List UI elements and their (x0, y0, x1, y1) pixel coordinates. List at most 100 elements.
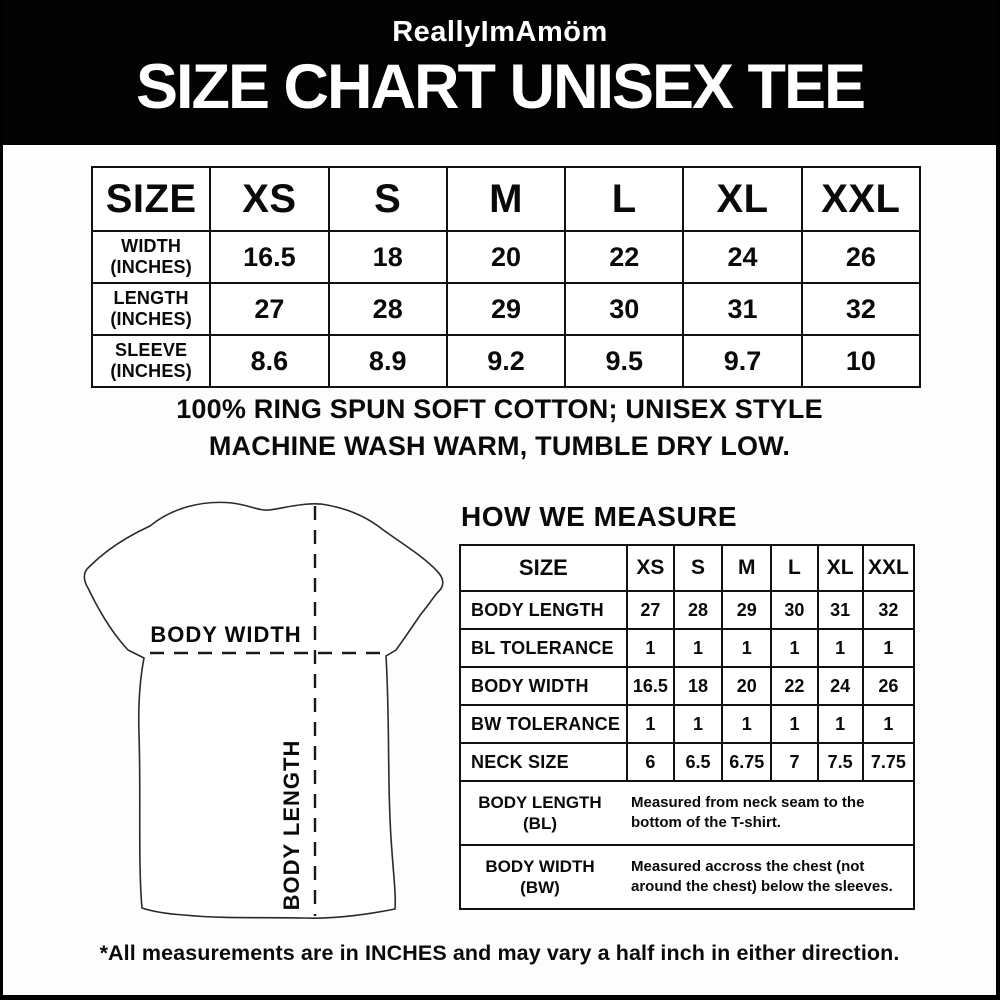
size-table-col-xs: XS (209, 166, 330, 232)
cell: 32 (800, 282, 922, 336)
cell: 1 (721, 628, 773, 668)
cell: 1 (672, 628, 724, 668)
row-label-body-width: BODY WIDTH (459, 666, 628, 706)
cell: 1 (721, 704, 773, 744)
cell: 31 (682, 282, 803, 336)
cell: 32 (861, 590, 916, 630)
cell: 6.75 (721, 742, 773, 782)
measure-col-xl: XL (816, 544, 864, 592)
definition-text-bl: Measured from neck seam to the bottom of… (631, 794, 865, 831)
cell: 1 (816, 704, 864, 744)
cell: 8.9 (327, 334, 448, 388)
row-label-body-length: BODY LENGTH (459, 590, 628, 630)
page-title: SIZE CHART UNISEX TEE (135, 52, 866, 122)
table-row: BL TOLERANCE 1 1 1 1 1 1 (459, 628, 916, 668)
measure-col-xxl: XXL (861, 544, 916, 592)
table-row: BODY LENGTH 27 28 29 30 31 32 (459, 590, 916, 630)
measure-col-xs: XS (625, 544, 675, 592)
definition-term-bl: BODY LENGTH (BL) (478, 793, 602, 833)
cell: 30 (564, 282, 685, 336)
care-note-line1: 100% RING SPUN SOFT COTTON; UNISEX STYLE (176, 394, 823, 424)
cell: 9.2 (445, 334, 567, 388)
cell: 24 (816, 666, 864, 706)
size-table: SIZE XS S M L XL XXL WIDTH (INCHES) 16.5… (90, 166, 922, 388)
cell: 1 (861, 704, 916, 744)
body-length-label: BODY LENGTH (279, 740, 304, 911)
cell: 20 (445, 230, 567, 284)
cell: 22 (770, 666, 819, 706)
cell: 20 (721, 666, 773, 706)
table-row: BODY WIDTH 16.5 18 20 22 24 26 (459, 666, 916, 706)
size-table-col-xl: XL (682, 166, 803, 232)
cell: 7.75 (861, 742, 916, 782)
cell: 16.5 (625, 666, 675, 706)
cell: 1 (625, 628, 675, 668)
row-label-bw-tolerance: BW TOLERANCE (459, 704, 628, 744)
cell: 16.5 (209, 230, 330, 284)
cell: 7.5 (816, 742, 864, 782)
cell: 1 (816, 628, 864, 668)
brand-logo: ReallyImAmöm (392, 16, 608, 48)
body-width-label: BODY WIDTH (150, 622, 301, 647)
size-table-col-s: S (327, 166, 448, 232)
row-label-width: WIDTH (INCHES) (90, 230, 212, 284)
measure-header-row: SIZE XS S M L XL XXL (459, 544, 916, 592)
measure-col-size: SIZE (459, 544, 628, 592)
cell: 1 (625, 704, 675, 744)
row-label-neck-size: NECK SIZE (459, 742, 628, 782)
cell: 22 (564, 230, 685, 284)
cell: 27 (209, 282, 330, 336)
cell: 8.6 (209, 334, 330, 388)
cell: 27 (625, 590, 675, 630)
cell: 6 (625, 742, 675, 782)
cell: 28 (327, 282, 448, 336)
care-note: 100% RING SPUN SOFT COTTON; UNISEX STYLE… (3, 391, 996, 465)
table-row: SLEEVE (INCHES) 8.6 8.9 9.2 9.5 9.7 10 (90, 334, 922, 388)
cell: 24 (682, 230, 803, 284)
measure-col-m: M (721, 544, 773, 592)
cell: 1 (770, 628, 819, 668)
cell: 1 (861, 628, 916, 668)
cell: 30 (770, 590, 819, 630)
size-table-col-l: L (564, 166, 685, 232)
definition-text-bw: Measured accross the chest (not around t… (631, 858, 893, 895)
how-we-measure-section: HOW WE MEASURE SIZE XS S M L XL XXL (459, 501, 919, 910)
row-label-length: LENGTH (INCHES) (90, 282, 212, 336)
definition-row: BODY LENGTH (BL) Measured from neck seam… (459, 780, 915, 846)
measure-heading: HOW WE MEASURE (461, 501, 738, 532)
cell: 28 (672, 590, 724, 630)
table-row: WIDTH (INCHES) 16.5 18 20 22 24 26 (90, 230, 922, 284)
table-row: LENGTH (INCHES) 27 28 29 30 31 32 (90, 282, 922, 336)
cell: 26 (800, 230, 922, 284)
table-row: NECK SIZE 6 6.5 6.75 7 7.5 7.75 (459, 742, 916, 782)
size-table-col-size: SIZE (90, 166, 212, 232)
size-table-col-m: M (445, 166, 567, 232)
cell: 29 (445, 282, 567, 336)
cell: 9.7 (682, 334, 803, 388)
cell: 10 (800, 334, 922, 388)
tshirt-diagram: BODY WIDTH BODY LENGTH (83, 501, 444, 919)
header-band: ReallyImAmöm SIZE CHART UNISEX TEE (3, 0, 996, 145)
tshirt-outline (83, 501, 444, 919)
size-table-header-row: SIZE XS S M L XL XXL (90, 166, 922, 232)
care-note-line2: MACHINE WASH WARM, TUMBLE DRY LOW. (208, 431, 791, 461)
measure-col-l: L (770, 544, 819, 592)
cell: 1 (672, 704, 724, 744)
definition-term-bw: BODY WIDTH (BW) (485, 857, 595, 897)
cell: 6.5 (672, 742, 724, 782)
measure-table: SIZE XS S M L XL XXL BODY LENGTH 27 28 2… (459, 544, 916, 910)
row-label-sleeve: SLEEVE (INCHES) (90, 334, 212, 388)
measure-col-s: S (672, 544, 724, 592)
cell: 7 (770, 742, 819, 782)
cell: 31 (816, 590, 864, 630)
size-table-col-xxl: XXL (800, 166, 922, 232)
row-label-bl-tolerance: BL TOLERANCE (459, 628, 628, 668)
cell: 9.5 (564, 334, 685, 388)
cell: 18 (327, 230, 448, 284)
definition-row: BODY WIDTH (BW) Measured accross the che… (459, 844, 915, 910)
cell: 18 (672, 666, 724, 706)
table-row: BW TOLERANCE 1 1 1 1 1 1 (459, 704, 916, 744)
cell: 26 (861, 666, 916, 706)
footer-note: *All measurements are in INCHES and may … (99, 941, 900, 965)
cell: 29 (721, 590, 773, 630)
